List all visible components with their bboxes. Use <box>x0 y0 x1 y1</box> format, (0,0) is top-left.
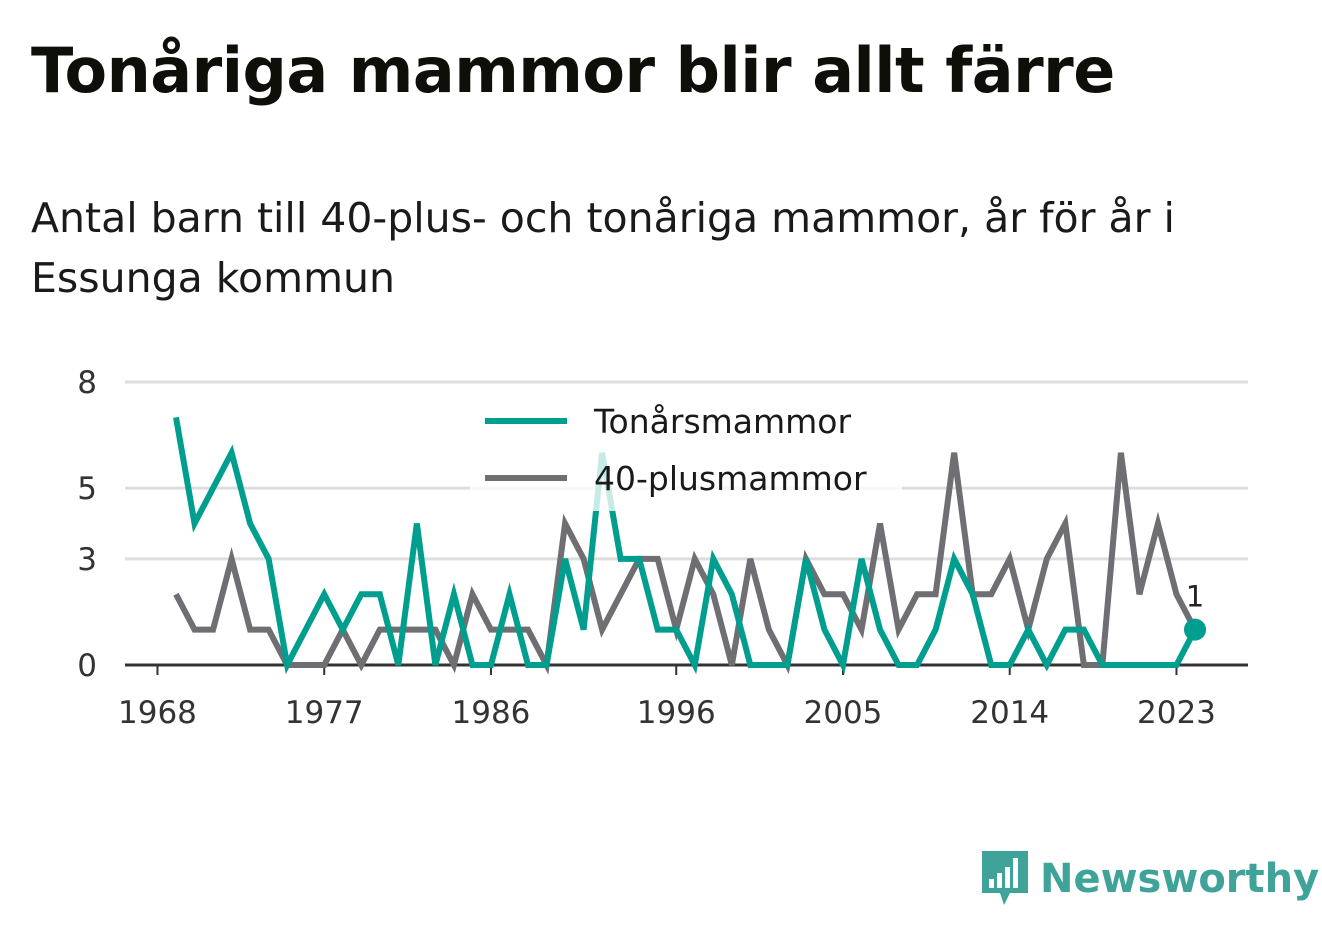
legend-label: Tonårsmammor <box>593 402 851 441</box>
y-tick-label: 8 <box>77 365 97 401</box>
brand-name: Newsworthy <box>1040 856 1320 902</box>
x-tick-label: 2023 <box>1137 695 1216 731</box>
newsworthy-brand[interactable]: Newsworthy <box>980 848 1319 910</box>
x-tick-label: 1986 <box>452 695 531 731</box>
x-tick-label: 2014 <box>970 695 1049 731</box>
series-line-teen <box>173 416 1198 675</box>
legend-label: 40-plusmammor <box>594 459 867 498</box>
chart-subtitle: Antal barn till 40-plus- och tonåriga ma… <box>31 194 1175 302</box>
y-tick-label: 3 <box>77 542 97 578</box>
legend-background <box>470 395 902 511</box>
chart-title: Tonåriga mammor blir allt färre <box>31 34 1115 107</box>
x-tick-label: 1977 <box>285 695 364 731</box>
series-line-forty <box>173 452 1198 675</box>
newsworthy-logo-icon <box>982 851 1028 905</box>
x-tick-label: 1996 <box>637 695 716 731</box>
y-tick-label: 0 <box>77 648 97 684</box>
end-point-marker <box>1184 618 1206 641</box>
x-tick-label: 2005 <box>804 695 883 731</box>
x-tick-label: 1968 <box>118 695 197 731</box>
end-value-label: 1 <box>1186 580 1204 614</box>
y-tick-label: 5 <box>77 471 97 507</box>
